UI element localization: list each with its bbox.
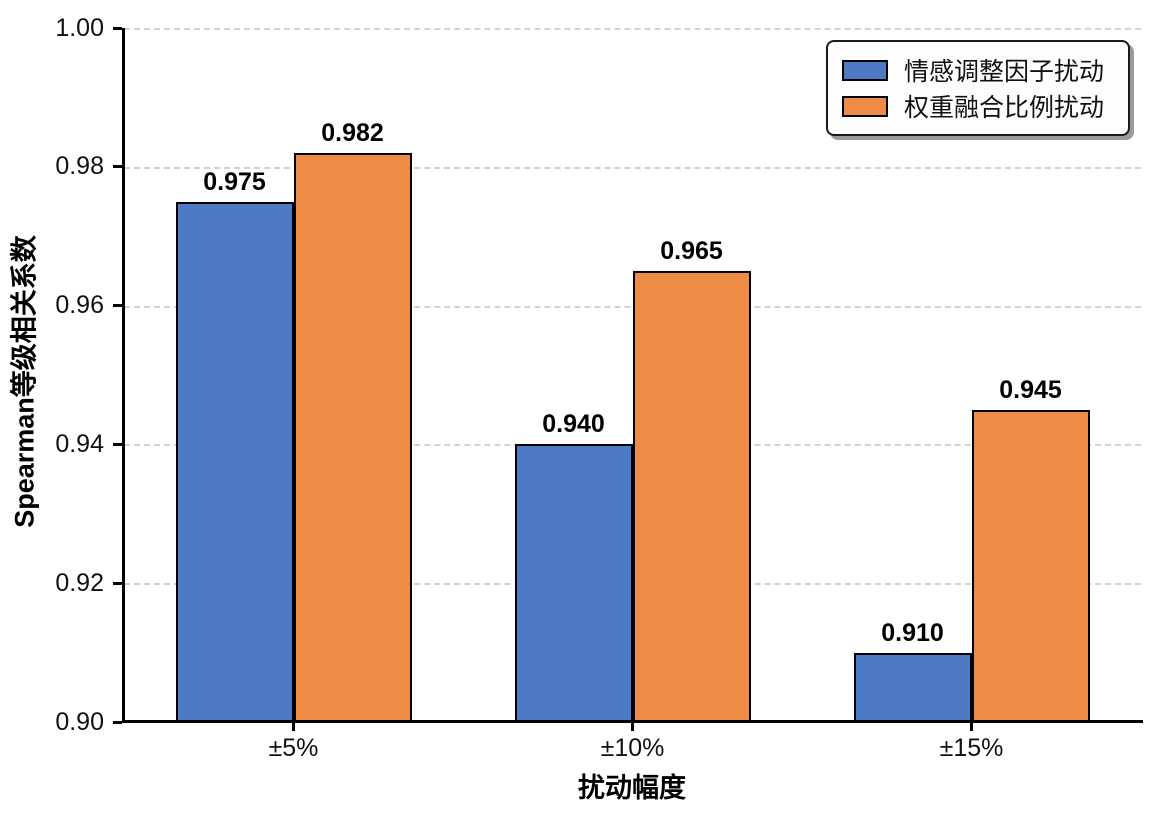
bar-权重融合比例扰动-±5% xyxy=(293,152,412,722)
y-tick-mark-0.90 xyxy=(113,720,122,724)
x-axis-label: 扰动幅度 xyxy=(578,773,686,803)
bar-value-label-情感调整因子扰动-±15%: 0.910 xyxy=(881,618,944,647)
legend-label: 权重融合比例扰动 xyxy=(904,94,1105,122)
x-tick-mark-2 xyxy=(970,722,973,731)
x-tick-label-2: ±15% xyxy=(939,734,1004,762)
bar-value-label-情感调整因子扰动-±10%: 0.940 xyxy=(542,410,605,439)
legend: 情感调整因子扰动 权重融合比例扰动 xyxy=(826,40,1130,136)
x-tick-label-1: ±10% xyxy=(600,734,665,762)
bar-权重融合比例扰动-±10% xyxy=(632,270,751,722)
legend-swatch-icon xyxy=(842,59,888,81)
bar-情感调整因子扰动-±5% xyxy=(175,201,294,722)
x-tick-mark-1 xyxy=(631,722,634,731)
bar-value-label-权重融合比例扰动-±15%: 0.945 xyxy=(999,375,1062,404)
x-tick-mark-0 xyxy=(292,722,295,731)
y-tick-mark-0.92 xyxy=(113,581,122,585)
legend-label: 情感调整因子扰动 xyxy=(904,58,1105,86)
y-tick-label-0.94: 0.94 xyxy=(55,429,104,458)
y-tick-mark-0.98 xyxy=(113,165,122,169)
x-tick-label-0: ±5% xyxy=(268,734,319,762)
x-axis-spine xyxy=(122,720,1143,723)
bar-权重融合比例扰动-±15% xyxy=(971,409,1090,722)
plot-area: 0.975 0.940 0.910 0.982 0.965 0.945 xyxy=(124,28,1141,722)
y-axis-label: Spearman等级相关系数 xyxy=(9,235,40,528)
bar-情感调整因子扰动-±10% xyxy=(514,444,633,722)
y-tick-mark-0.96 xyxy=(113,304,122,308)
y-tick-label-0.92: 0.92 xyxy=(55,568,104,597)
y-tick-label-0.98: 0.98 xyxy=(55,152,104,181)
gridline-y-0.98 xyxy=(124,166,1141,169)
bar-value-label-权重融合比例扰动-±10%: 0.965 xyxy=(660,236,723,265)
bar-情感调整因子扰动-±15% xyxy=(853,652,972,722)
y-tick-label-0.90: 0.90 xyxy=(55,707,104,736)
y-tick-mark-1.00 xyxy=(113,26,122,30)
legend-item-1: 权重融合比例扰动 xyxy=(842,88,1114,124)
legend-swatch-icon xyxy=(842,95,888,117)
bar-value-label-权重融合比例扰动-±5%: 0.982 xyxy=(321,118,384,147)
y-tick-mark-0.94 xyxy=(113,442,122,446)
y-tick-label-1.00: 1.00 xyxy=(55,13,104,42)
gridline-y-1.00 xyxy=(124,28,1141,30)
bar-value-label-情感调整因子扰动-±5%: 0.975 xyxy=(203,167,266,196)
y-tick-label-0.96: 0.96 xyxy=(55,291,104,320)
y-axis-spine xyxy=(122,28,125,722)
legend-item-0: 情感调整因子扰动 xyxy=(842,52,1114,88)
